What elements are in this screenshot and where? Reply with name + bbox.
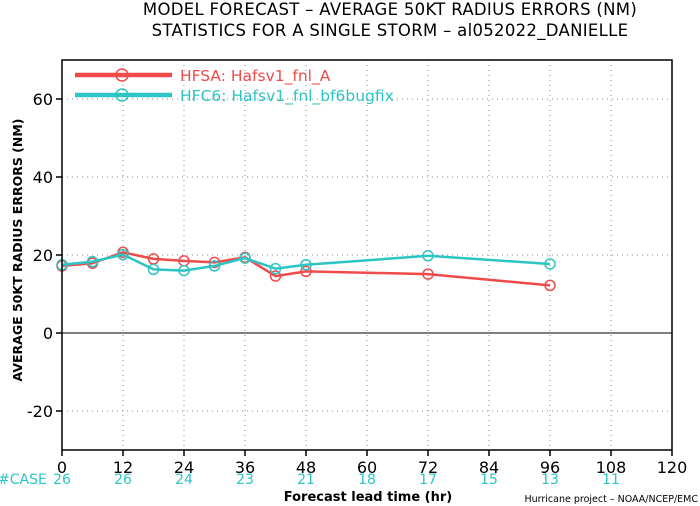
series-point-0: [422, 268, 434, 280]
x-tick-label: 48: [296, 458, 316, 477]
case-count: 26: [114, 472, 132, 488]
legend: HFSA: Hafsv1_fnl_A HFC6: Hafsv1_fnl_bf6b…: [75, 67, 394, 106]
case-count: 11: [602, 472, 620, 488]
series-line-1: [61, 253, 551, 272]
series-point-0: [147, 253, 160, 265]
series-point-1: [117, 248, 129, 261]
series-point-0: [208, 256, 221, 269]
case-label: #CASE: [0, 472, 47, 488]
x-tick-label: 120: [657, 458, 688, 477]
case-count: 24: [175, 472, 193, 488]
x-axis-label: Forecast lead time (hr): [284, 490, 452, 505]
y-tick-label: 60: [33, 90, 53, 109]
series-point-1: [269, 262, 282, 275]
series-point-0: [178, 255, 190, 267]
series-point-1: [544, 258, 556, 270]
series-layer: [56, 246, 556, 292]
x-tick-label: 0: [57, 458, 67, 477]
case-count: 17: [419, 472, 437, 488]
x-tick-label: 72: [418, 458, 438, 477]
y-axis-ticks: -20 0 20 40 60: [27, 90, 62, 421]
x-tick-label: 108: [596, 458, 627, 477]
x-tick-label: 96: [540, 458, 560, 477]
series-point-0: [269, 270, 282, 282]
series-point-1: [239, 252, 251, 264]
case-count: 21: [297, 472, 315, 488]
y-tick-label: 40: [33, 168, 53, 187]
x-tick-label: 60: [357, 458, 377, 477]
case-count: 26: [53, 472, 71, 488]
x-tick-label: 24: [174, 458, 194, 477]
y-tick-label: 0: [43, 324, 53, 343]
chart-title-line-2: STATISTICS FOR A SINGLE STORM – al052022…: [152, 21, 629, 41]
case-count: 13: [541, 472, 559, 488]
series-point-0: [544, 279, 556, 292]
series-point-1: [300, 259, 312, 271]
series-point-1: [178, 264, 190, 277]
legend-label-hfc6: HFC6: Hafsv1_fnl_bf6bugfix: [180, 87, 394, 106]
case-count: 18: [358, 472, 376, 488]
series-point-1: [208, 260, 221, 272]
legend-label-hfsa: HFSA: Hafsv1_fnl_A: [180, 67, 331, 86]
series-point-1: [147, 263, 160, 276]
x-axis-ticks: 0 12 24 36 48 60 72 84 96 108 120: [57, 450, 687, 477]
x-tick-label: 84: [479, 458, 499, 477]
y-tick-label: -20: [27, 402, 53, 421]
case-counts: 26 26 24 23 21 18 17 15 13 11: [53, 472, 620, 488]
case-count: 23: [236, 472, 254, 488]
legend-marker-hfsa: [115, 68, 129, 82]
y-axis-label: AVERAGE 50KT RADIUS ERRORS (NM): [10, 118, 25, 381]
series-point-0: [300, 265, 312, 278]
x-tick-label: 12: [113, 458, 133, 477]
series-point-1: [86, 255, 99, 268]
case-count: 15: [480, 472, 498, 488]
series-point-1: [422, 250, 434, 262]
credit-text: Hurricane project – NOAA/NCEP/EMC: [524, 494, 698, 505]
chart-title-line-1: MODEL FORECAST – AVERAGE 50KT RADIUS ERR…: [143, 0, 637, 19]
x-tick-label: 36: [235, 458, 255, 477]
y-tick-label: 20: [33, 246, 53, 265]
legend-marker-hfc6: [115, 88, 129, 102]
